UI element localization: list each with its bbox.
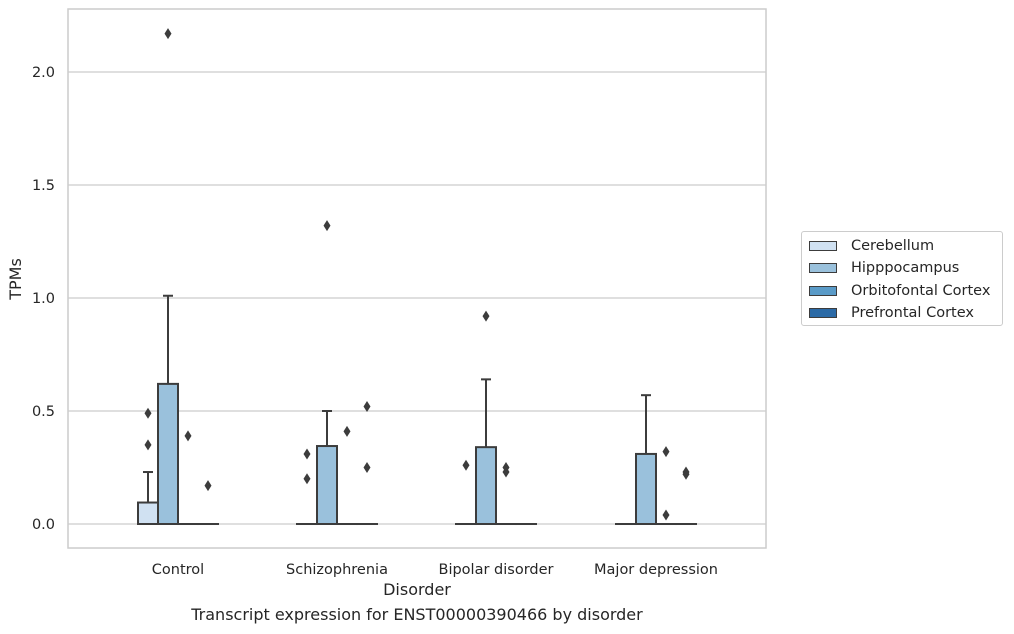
legend-label: Hipppocampus: [851, 260, 960, 276]
legend-item-prefrontal: Prefrontal Cortex: [809, 305, 974, 321]
box-1-3: [635, 394, 657, 525]
outlier-point: [343, 425, 351, 437]
box-body: [475, 446, 497, 525]
box-body: [157, 382, 179, 525]
outlier-point: [462, 459, 470, 471]
y-tick-label: 0.0: [32, 517, 55, 533]
plot-area: [67, 8, 767, 549]
x-axis-label: Disorder: [383, 580, 451, 599]
box-2-0: [177, 430, 199, 526]
legend-swatch-hippocampus: [809, 263, 837, 273]
outlier-point: [502, 462, 510, 473]
outlier-point: [164, 28, 172, 40]
box-body: [635, 452, 657, 525]
box-2-3: [655, 446, 677, 526]
box-1-2: [475, 310, 497, 525]
outlier-point: [144, 407, 152, 419]
box-0-2: [455, 459, 477, 526]
chart-caption: Transcript expression for ENST0000039046…: [191, 605, 643, 624]
legend-item-orbitofrontal: Orbitofontal Cortex: [809, 283, 990, 299]
outlier-point: [662, 509, 670, 521]
x-axis-ticks: Control Schizophrenia Bipolar disorder Majo…: [152, 562, 718, 578]
box-body: [316, 445, 338, 525]
box-0-1: [296, 448, 318, 526]
legend-swatch-prefrontal: [809, 308, 837, 318]
outlier-point: [662, 446, 670, 458]
outlier-point: [184, 430, 192, 442]
box-1-0: [157, 28, 179, 525]
y-tick-label: 1.5: [32, 178, 55, 194]
y-axis-ticks: 0.0 0.5 1.0 1.5 2.0: [32, 65, 55, 533]
x-tick-label: Bipolar disorder: [439, 562, 554, 578]
x-tick-label: Schizophrenia: [286, 562, 388, 578]
legend-label: Cerebellum: [851, 238, 935, 254]
outlier-point: [363, 400, 371, 412]
y-tick-label: 1.0: [32, 291, 55, 307]
box-2-1: [336, 425, 358, 526]
legend: Cerebellum Hipppocampus Orbitofontal Cor…: [801, 231, 1003, 326]
box-3-1: [356, 400, 378, 526]
outlier-point: [303, 473, 311, 485]
outlier-point: [682, 466, 690, 478]
y-tick-label: 2.0: [32, 65, 55, 81]
box-3-3: [675, 466, 697, 526]
outlier-point: [204, 480, 212, 492]
box-1-1: [316, 220, 338, 525]
legend-swatch-cerebellum: [809, 241, 837, 251]
legend-label: Orbitofontal Cortex: [851, 283, 991, 299]
box-groups: [137, 28, 697, 526]
outlier-point: [482, 310, 490, 322]
box-3-0: [197, 480, 219, 526]
outlier-point: [323, 220, 331, 232]
legend-item-cerebellum: Cerebellum: [809, 238, 934, 254]
box-0-0: [137, 407, 159, 525]
outlier-point: [363, 462, 371, 473]
box-2-2: [495, 462, 517, 526]
x-tick-label: Major depression: [594, 562, 718, 578]
outlier-point: [303, 448, 311, 460]
y-axis-label: TPMs: [6, 258, 25, 301]
outlier-point: [144, 439, 152, 451]
box-body: [137, 501, 159, 525]
legend-swatch-orbitofrontal: [809, 286, 837, 296]
legend-item-hippocampus: Hipppocampus: [809, 260, 959, 276]
x-tick-label: Control: [152, 562, 204, 578]
legend-label: Prefrontal Cortex: [851, 305, 974, 321]
y-tick-label: 0.5: [32, 404, 55, 420]
